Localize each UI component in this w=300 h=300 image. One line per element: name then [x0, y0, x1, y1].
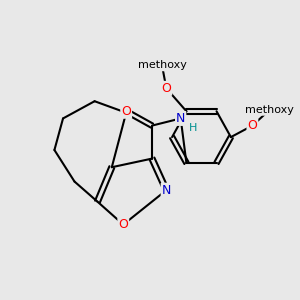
Text: O: O [121, 105, 131, 118]
Text: methoxy: methoxy [138, 60, 187, 70]
Text: methoxy: methoxy [245, 105, 294, 115]
Text: O: O [161, 82, 171, 95]
Text: H: H [188, 124, 197, 134]
Text: N: N [162, 184, 171, 197]
Text: O: O [248, 119, 257, 132]
Text: O: O [118, 218, 128, 231]
Text: N: N [176, 112, 185, 125]
